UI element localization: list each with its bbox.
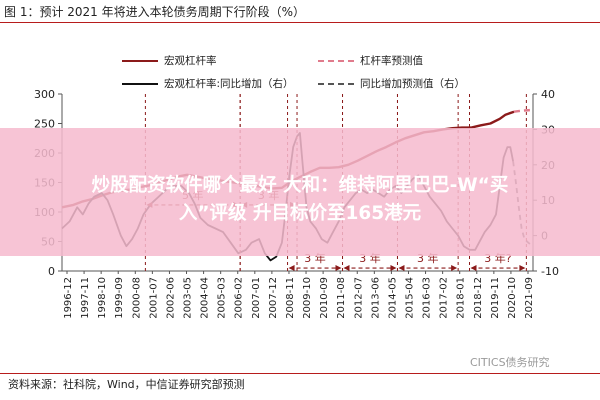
x-tick-label: 1996-12 xyxy=(63,277,74,319)
source-divider xyxy=(0,373,600,374)
x-tick-label: 2017-02 xyxy=(439,277,450,319)
legend-swatch-leverage xyxy=(122,60,158,62)
headline-banner: 炒股配资软件哪个最好 大和：维持阿里巴巴-W“买 入”评级 升目标价至165港元 xyxy=(0,128,600,256)
x-tick-label: 2007-01 xyxy=(251,277,262,319)
x-tick-label: 2009-10 xyxy=(302,277,313,319)
cycle-arrowhead-right xyxy=(519,265,526,272)
x-tick-label: 2013-06 xyxy=(370,277,381,319)
x-tick-label: 2020-10 xyxy=(507,277,518,319)
source-note: 资料来源：社科院，Wind，中信证券研究部预测 xyxy=(8,378,245,391)
x-tick-label: 2019-11 xyxy=(490,277,501,319)
x-tick-label: 2008-11 xyxy=(285,277,296,319)
figure-title: 图 1：预计 2021 年将进入本轮债务周期下行阶段（%） xyxy=(4,5,306,19)
legend-label-yoy-forecast: 同比增加预测值（右） xyxy=(360,78,465,90)
legend-label-leverage-forecast: 杠杆率预测值 xyxy=(360,55,423,67)
x-tick-label: 2011-08 xyxy=(336,277,347,319)
x-tick-label: 2010-09 xyxy=(319,277,330,319)
legend-swatch-yoy xyxy=(122,83,158,85)
cycle-arrowhead-left xyxy=(288,265,295,272)
cycle-arrowhead-left xyxy=(343,265,350,272)
left-tick-label: 300 xyxy=(34,88,55,101)
legend-label-yoy: 宏观杠杆率:同比增加（右） xyxy=(164,78,294,90)
legend-swatch-leverage-forecast xyxy=(318,60,354,62)
title-divider xyxy=(0,22,600,23)
x-tick-label: 2002-06 xyxy=(165,277,176,319)
x-tick-label: 2018-12 xyxy=(473,277,484,319)
x-tick-label: 2016-03 xyxy=(422,277,433,319)
x-tick-label: 1999-09 xyxy=(114,277,125,319)
right-tick-label: -10 xyxy=(541,265,559,278)
x-tick-label: 2001-07 xyxy=(148,277,159,319)
cycle-arrowhead-right xyxy=(335,265,342,272)
right-tick-label: 40 xyxy=(541,88,555,101)
cycle-arrowhead-left xyxy=(470,265,477,272)
legend-label-leverage: 宏观杠杆率 xyxy=(164,55,217,67)
x-tick-label: 2012-07 xyxy=(353,277,364,319)
x-tick-label: 2014-05 xyxy=(387,277,398,319)
x-tick-label: 2000-08 xyxy=(131,277,142,319)
left-tick-label: 250 xyxy=(34,118,55,131)
x-tick-label: 2021-09 xyxy=(524,277,535,319)
x-tick-label: 1997-11 xyxy=(80,277,91,319)
left-tick-label: 0 xyxy=(48,265,55,278)
legend-swatch-yoy-forecast xyxy=(318,83,354,85)
cycle-arrowhead-left xyxy=(398,265,405,272)
x-tick-label: 1998-10 xyxy=(97,277,108,319)
x-tick-label: 2006-02 xyxy=(234,277,245,319)
watermark-logo: CITICS债务研究 xyxy=(470,356,550,369)
headline-line-2: 入”评级 升目标价至165港元 xyxy=(178,203,422,224)
cycle-arrowhead-right xyxy=(390,265,397,272)
cycle-arrowhead-right xyxy=(451,265,458,272)
series-line-leverage-forecast xyxy=(513,108,534,113)
x-tick-label: 2003-05 xyxy=(183,277,194,319)
x-tick-label: 2007-12 xyxy=(268,277,279,319)
x-tick-label: 2004-04 xyxy=(200,277,211,319)
x-tick-label: 2018-01 xyxy=(456,277,467,319)
headline-line-1: 炒股配资软件哪个最好 大和：维持阿里巴巴-W“买 xyxy=(91,175,509,196)
x-tick-label: 2015-04 xyxy=(404,277,415,319)
x-tick-label: 2005-03 xyxy=(217,277,228,319)
